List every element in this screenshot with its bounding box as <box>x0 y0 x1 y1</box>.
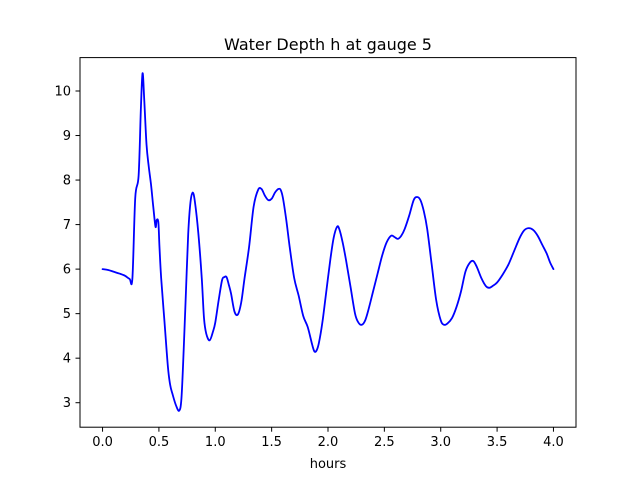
x-tick-label: 0.5 <box>149 435 170 450</box>
y-tick-label: 4 <box>63 352 71 367</box>
y-tick-label: 5 <box>63 307 71 322</box>
x-tick-label: 3.5 <box>487 435 508 450</box>
chart-title: Water Depth h at gauge 5 <box>224 35 432 54</box>
x-tick-label: 1.0 <box>205 435 226 450</box>
x-tick-label: 2.5 <box>374 435 395 450</box>
x-tick-label: 1.5 <box>261 435 282 450</box>
x-tick-label: 4.0 <box>543 435 564 450</box>
x-tick-label: 0.0 <box>92 435 113 450</box>
y-tick-label: 3 <box>63 396 71 411</box>
y-tick-label: 9 <box>63 129 71 144</box>
water-depth-line <box>101 72 555 412</box>
y-tick-label: 8 <box>63 174 71 189</box>
x-axis-label: hours <box>310 457 347 472</box>
x-axis-ticks: 0.0 0.5 1.0 1.5 2.0 2.5 3.0 3.5 4.0 <box>92 427 564 450</box>
y-tick-label: 7 <box>63 218 71 233</box>
x-tick-label: 2.0 <box>318 435 339 450</box>
x-tick-label: 3.0 <box>430 435 451 450</box>
y-tick-label: 10 <box>54 84 71 99</box>
y-tick-label: 6 <box>63 263 71 278</box>
plot-area-frame <box>79 57 577 428</box>
y-axis-ticks: 3 4 5 6 7 8 9 10 <box>54 84 80 411</box>
